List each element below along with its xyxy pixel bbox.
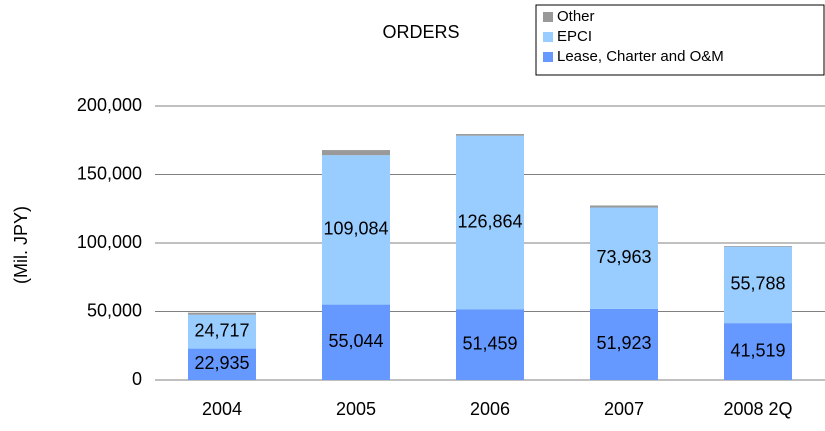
- legend-label: Other: [557, 8, 595, 25]
- legend-swatch: [543, 32, 553, 42]
- data-label: 55,788: [730, 274, 785, 294]
- data-label: 73,963: [596, 247, 651, 267]
- data-label: 109,084: [323, 219, 388, 239]
- legend-swatch: [543, 52, 553, 62]
- y-tick-label: 100,000: [77, 232, 142, 252]
- bar-segment: [456, 135, 524, 310]
- data-label: 51,923: [596, 333, 651, 353]
- x-tick-label: 2007: [604, 399, 644, 419]
- y-tick-label: 50,000: [87, 300, 142, 320]
- bar-segment: [724, 246, 792, 247]
- y-tick-label: 150,000: [77, 163, 142, 183]
- data-label: 41,519: [730, 340, 785, 360]
- bar-segment: [724, 323, 792, 380]
- data-label: 22,935: [194, 353, 249, 373]
- data-label: 126,864: [457, 211, 522, 231]
- bar-segment: [724, 246, 792, 324]
- bar-segment: [322, 155, 390, 305]
- bar-segment: [322, 304, 390, 380]
- bar-segment: [188, 312, 256, 315]
- legend-swatch: [543, 12, 553, 22]
- bar-segment: [322, 150, 390, 156]
- x-tick-label: 2008 2Q: [723, 399, 792, 419]
- y-axis-label: (Mil. JPY): [11, 206, 31, 284]
- legend: Other EPCI Lease, Charter and O&M: [543, 8, 724, 65]
- bar-segment: [456, 309, 524, 380]
- bar-segment: [456, 134, 524, 136]
- bar-segment: [188, 314, 256, 349]
- legend-label: EPCI: [557, 28, 592, 45]
- y-tick-label: 200,000: [77, 95, 142, 115]
- legend-label: Lease, Charter and O&M: [557, 48, 724, 65]
- legend-box: [535, 4, 825, 76]
- x-tick-label: 2004: [202, 399, 242, 419]
- chart-title: ORDERS: [382, 22, 459, 42]
- x-tick-label: 2005: [336, 399, 376, 419]
- data-label: 24,717: [194, 320, 249, 340]
- x-tick-label: 2006: [470, 399, 510, 419]
- bar-segment: [590, 207, 658, 309]
- data-label: 55,044: [328, 331, 383, 351]
- y-tick-label: 0: [132, 369, 142, 389]
- bar-segment: [590, 205, 658, 208]
- bar-segment: [188, 348, 256, 380]
- bar-segment: [590, 308, 658, 380]
- data-label: 51,459: [462, 334, 517, 354]
